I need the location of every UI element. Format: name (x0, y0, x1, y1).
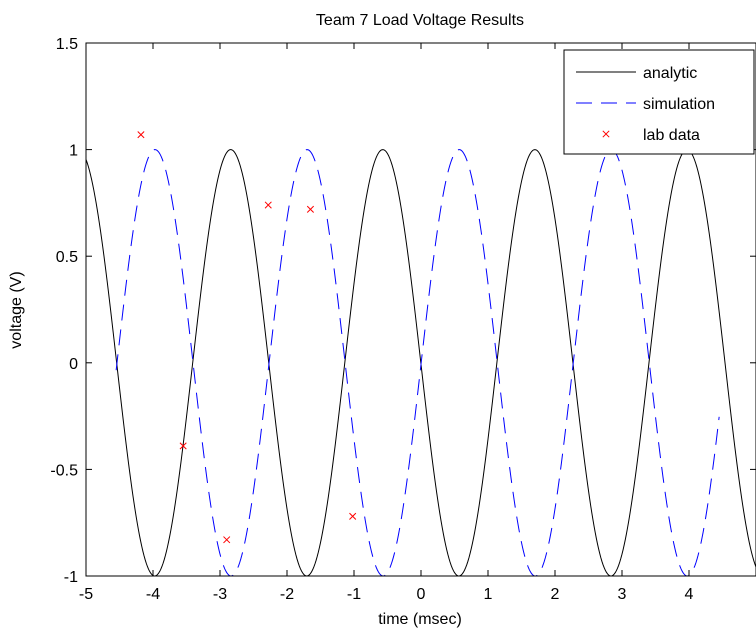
x-tick-label: -2 (280, 586, 294, 603)
data-point-lab-0 (137, 131, 145, 139)
data-point-lab-5 (349, 512, 357, 520)
legend-swatch-lab-data (602, 130, 610, 138)
y-tick-label: 1.5 (56, 36, 78, 53)
x-tick-label: 4 (685, 586, 694, 603)
data-point-lab-1 (179, 442, 187, 450)
data-point-lab-4 (306, 205, 315, 213)
y-tick-label: -0.5 (50, 462, 78, 479)
series-line-simulation (115, 149, 720, 576)
x-tick-label: -1 (347, 586, 361, 603)
x-tick-label: 2 (551, 586, 560, 603)
x-tick-label: 3 (618, 586, 627, 603)
x-axis-label: time (msec) (378, 611, 462, 628)
y-tick-label: -1 (64, 569, 78, 586)
chart-title: Team 7 Load Voltage Results (316, 12, 524, 29)
x-tick-label: -5 (79, 586, 93, 603)
data-point-lab-3 (264, 201, 272, 209)
series-layer (86, 131, 756, 576)
x-tick-label: 1 (484, 586, 493, 603)
x-tick-label: 0 (417, 586, 426, 603)
data-point-lab-2 (223, 536, 231, 544)
y-tick-label: 0.5 (56, 249, 78, 266)
legend-label-simulation: simulation (643, 96, 715, 113)
legend: analytic simulation lab data (563, 49, 755, 155)
axes-layer: -5 -4 -3 -2 -1 0 1 2 3 4 -1 -0.5 0 0.5 1 1.5 (50, 36, 756, 603)
y-axis-label: voltage (V) (8, 271, 25, 348)
y-tick-label: 1 (69, 143, 78, 160)
x-tick-label: -4 (146, 586, 160, 603)
legend-label-lab-data: lab data (643, 127, 700, 144)
legend-label-analytic: analytic (643, 65, 697, 82)
x-tick-label: -3 (213, 586, 227, 603)
y-tick-label: 0 (69, 356, 78, 373)
legend-box (563, 49, 755, 155)
